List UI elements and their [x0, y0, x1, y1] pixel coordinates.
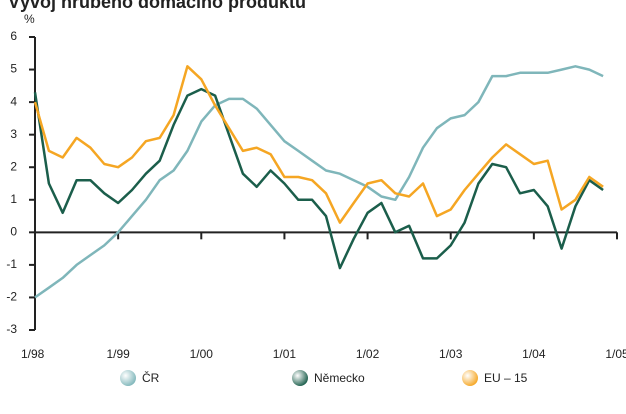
x-tick-label: 1/99 — [106, 347, 130, 361]
x-tick-label: 1/02 — [356, 347, 380, 361]
legend-label: Německo — [314, 371, 365, 385]
y-tick-label: 0 — [10, 225, 17, 239]
x-tick-label: 1/00 — [190, 347, 214, 361]
y-tick-label: 3 — [10, 127, 17, 141]
series-line — [33, 87, 604, 270]
y-tick-label: 5 — [10, 62, 17, 76]
x-tick-label: 1/98 — [21, 347, 45, 361]
x-tick-label: 1/04 — [522, 347, 546, 361]
y-tick-label: -3 — [6, 322, 17, 336]
y-tick-label: -2 — [6, 290, 17, 304]
y-tick-label: 6 — [10, 29, 17, 43]
legend-swatch — [120, 370, 136, 386]
chart-title: Vývoj hrubého domácího produktu — [8, 0, 306, 12]
y-axis-label: % — [24, 12, 35, 26]
legend-label: ČR — [142, 370, 160, 385]
x-tick-label: 1/05 — [605, 347, 626, 361]
legend-label: EU – 15 — [484, 371, 528, 385]
series-line — [33, 65, 604, 224]
x-tick-label: 1/03 — [439, 347, 463, 361]
x-tick-label: 1/01 — [273, 347, 297, 361]
y-tick-label: 2 — [10, 159, 17, 173]
series-line — [34, 65, 604, 299]
y-tick-label: 1 — [10, 192, 17, 206]
legend-swatch — [462, 370, 478, 386]
legend-swatch — [292, 370, 308, 386]
y-tick-label: -1 — [6, 257, 17, 271]
y-tick-label: 4 — [10, 94, 17, 108]
